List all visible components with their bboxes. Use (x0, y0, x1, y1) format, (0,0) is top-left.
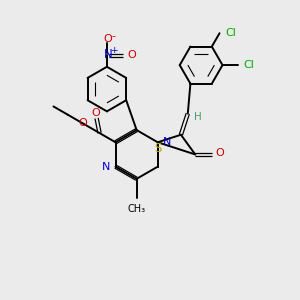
Text: N: N (102, 162, 110, 172)
Text: O: O (215, 148, 224, 158)
Text: Cl: Cl (243, 60, 254, 70)
Text: N: N (163, 137, 172, 147)
Text: O: O (127, 50, 136, 61)
Text: +: + (110, 46, 117, 55)
Text: N: N (103, 48, 112, 61)
Text: H: H (194, 112, 202, 122)
Text: O: O (92, 108, 100, 118)
Text: S: S (154, 142, 161, 155)
Text: O: O (79, 118, 87, 128)
Text: O: O (103, 34, 112, 44)
Text: Cl: Cl (225, 28, 236, 38)
Text: CH₃: CH₃ (128, 203, 146, 214)
Text: -: - (111, 31, 116, 41)
